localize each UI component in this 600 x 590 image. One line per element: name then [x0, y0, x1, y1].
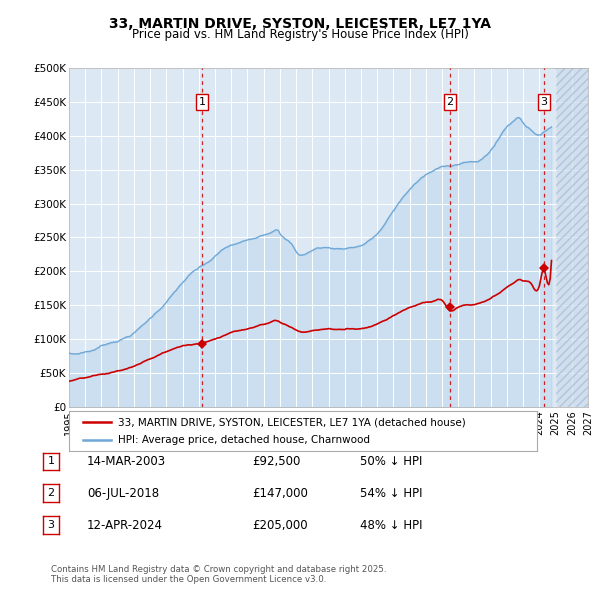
Text: 3: 3 [47, 520, 55, 530]
Text: 1: 1 [47, 457, 55, 466]
Text: 48% ↓ HPI: 48% ↓ HPI [360, 519, 422, 532]
Text: 14-MAR-2003: 14-MAR-2003 [87, 455, 166, 468]
Bar [556, 68, 596, 407]
Text: 06-JUL-2018: 06-JUL-2018 [87, 487, 159, 500]
Text: 50% ↓ HPI: 50% ↓ HPI [360, 455, 422, 468]
Text: Price paid vs. HM Land Registry's House Price Index (HPI): Price paid vs. HM Land Registry's House … [131, 28, 469, 41]
Text: 2: 2 [47, 489, 55, 498]
Text: 33, MARTIN DRIVE, SYSTON, LEICESTER, LE7 1YA (detached house): 33, MARTIN DRIVE, SYSTON, LEICESTER, LE7… [118, 418, 466, 428]
Text: £205,000: £205,000 [252, 519, 308, 532]
Text: £92,500: £92,500 [252, 455, 301, 468]
Text: HPI: Average price, detached house, Charnwood: HPI: Average price, detached house, Char… [118, 435, 370, 445]
Text: Contains HM Land Registry data © Crown copyright and database right 2025.
This d: Contains HM Land Registry data © Crown c… [51, 565, 386, 584]
Text: 54% ↓ HPI: 54% ↓ HPI [360, 487, 422, 500]
Text: £147,000: £147,000 [252, 487, 308, 500]
Text: 2: 2 [446, 97, 454, 107]
Text: 3: 3 [541, 97, 547, 107]
Text: 12-APR-2024: 12-APR-2024 [87, 519, 163, 532]
Text: 1: 1 [199, 97, 205, 107]
Text: 33, MARTIN DRIVE, SYSTON, LEICESTER, LE7 1YA: 33, MARTIN DRIVE, SYSTON, LEICESTER, LE7… [109, 17, 491, 31]
